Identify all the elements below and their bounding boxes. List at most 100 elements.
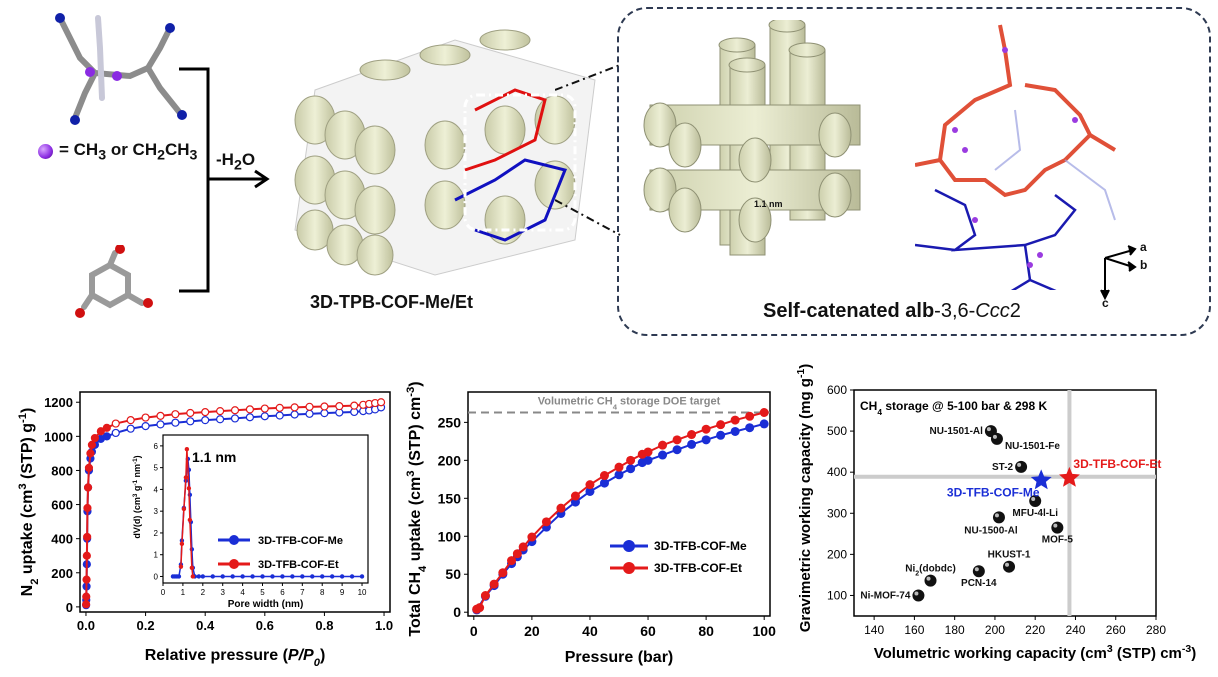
inset-x-tick-label: 0 [161,588,166,597]
point-label: NU-1501-Al [930,426,984,437]
sphere-marker [1003,560,1016,573]
x-tick-label: 0 [470,623,478,639]
chart-title: CH4 storage @ 5-100 bar & 298 K [860,399,1047,417]
data-point [527,532,537,542]
inset-data-point [186,486,192,491]
legend-marker [229,535,239,545]
y-tick-label: 250 [438,414,462,430]
sphere-highlight [914,591,919,596]
point-label: 3D-TFB-COF-Me [947,485,1040,499]
zoom-guide-lines [555,64,621,236]
inset-x-tick-label: 7 [300,588,305,597]
x-tick-label: 220 [1025,623,1045,637]
data-point [730,426,740,436]
x-tick-label: 240 [1065,623,1085,637]
axis-a-label: a [1140,240,1147,254]
sphere-marker [1015,460,1028,473]
inset-data-point [220,574,225,579]
point-label: HKUST-1 [988,550,1031,561]
data-point [82,600,91,609]
working-capacity-chart: 140 160 180 200 220 240 260 280 100 200 300 400 500 6… [795,364,1196,662]
sphere-highlight [926,576,931,581]
legend-label: 3D-TFB-COF-Me [654,539,747,553]
data-point [730,415,740,425]
x-tick-label: 60 [640,623,656,639]
y-tick-label: 300 [827,506,847,520]
data-point [186,417,195,426]
data-point [643,455,653,465]
data-point [275,403,284,412]
data-point [626,455,636,465]
series-line-3D-TFB-COF-Me [475,422,765,611]
inset-data-point [300,574,305,579]
x-tick-label: 160 [904,623,924,637]
data-point [260,404,269,413]
x-tick-label: 100 [753,623,777,639]
data-point [716,430,726,440]
inset-data-point [359,574,365,579]
data-point [171,410,180,419]
data-point [83,532,92,542]
inset-y-tick-label: 4 [154,485,159,494]
topology-label: Self-catenated alb-3,6-Ccc2 [763,300,1021,322]
data-point [141,413,150,422]
inset-x-tick-label: 1 [181,588,186,597]
inset-y-tick-label: 2 [154,529,159,538]
data-point [230,414,240,423]
data-point [658,440,668,450]
data-point [745,411,755,421]
y-tick-label: 0 [66,600,73,615]
x-tick-label: 0.4 [196,618,215,633]
x-tick-label: 0.2 [137,618,155,633]
inset-data-point [176,574,182,579]
data-point [335,402,344,411]
inset-data-point [339,574,345,579]
data-point [475,603,485,613]
series-line-3D-TFB-COF-Et [476,411,765,611]
inset-x-tick-label: 10 [358,588,367,597]
inset-x-tick-label: 8 [320,588,325,597]
data-point [658,450,668,460]
y-tick-label: 200 [438,452,462,468]
trialdehyde-icon [75,245,153,318]
data-point [102,423,111,432]
sphere-highlight [1053,523,1058,528]
star-marker-3D-TFB-COF-Me [1030,469,1052,490]
y-tick-label: 500 [827,424,847,438]
series-line-3D-TFB-COF-Et [85,401,382,605]
sphere-highlight [1031,496,1036,501]
x-tick-label: 80 [698,623,714,639]
inset-y-tick-label: 6 [154,442,159,451]
data-point [716,420,726,430]
data-point [126,416,135,425]
sphere-marker [912,589,925,602]
data-point [245,405,255,414]
plot-frame [467,391,771,617]
y-tick-label: 400 [827,465,847,479]
x-axis-label: Pressure (bar) [565,649,674,666]
x-tick-label: 0.0 [77,618,95,633]
data-point [201,408,210,417]
data-point [215,407,225,416]
x-tick-label: 180 [945,623,965,637]
topology-inset-frame [617,7,1211,336]
data-point [512,549,522,559]
inset-data-point [310,574,315,579]
methyl-sphere-icon [38,144,53,160]
reaction-bracket [179,67,270,293]
x-tick-label: 40 [582,623,598,639]
arrow-right-icon [254,169,270,189]
data-point [570,491,580,501]
inset-y-tick-label: 1 [154,551,159,560]
x-axis-label: Relative pressure (P/P0) [145,647,326,669]
point-label: MFU-4l-Li [1012,508,1058,519]
inset-data-point [184,446,190,452]
y-axis-label: Total CH4 uptake (cm3 (STP) cm-3) [405,381,429,636]
data-point [156,411,165,420]
y-tick-label: 1000 [44,429,73,444]
data-point [186,408,195,418]
legend-marker [623,562,635,574]
pore-channel-illustration [643,20,861,256]
data-point [245,413,255,422]
y-axis-label: Gravimetric working capacity (mg g-1) [795,364,814,633]
